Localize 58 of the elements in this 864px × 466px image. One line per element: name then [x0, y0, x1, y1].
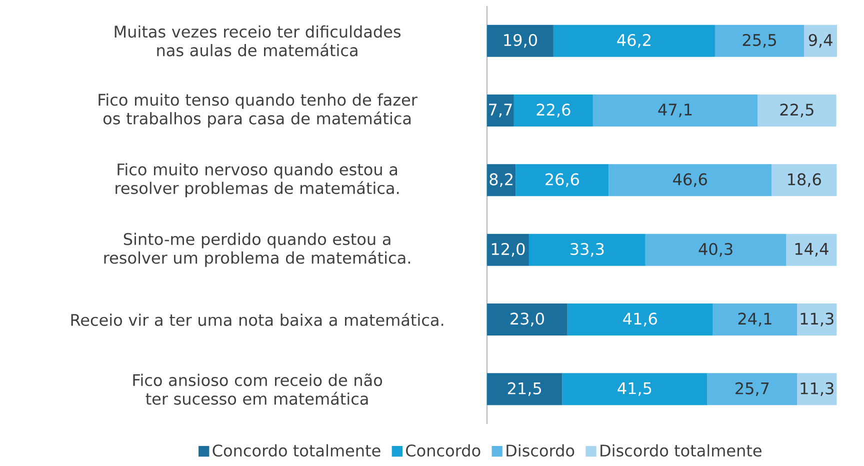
y-tick-label: Receio vir a ter uma nota baixa a matemática.: [71, 312, 444, 326]
y-tick-label: Fico muito nervoso quando estou a resolver problemas de matemática.: [116, 163, 399, 198]
legend-label: Discordo totalmente: [600, 444, 762, 457]
data-label: 21,5: [508, 382, 541, 396]
data-label: 7,7: [489, 104, 512, 118]
legend-label: Concordo totalmente: [212, 444, 380, 457]
data-label: 11,3: [800, 312, 834, 326]
data-label: 41,6: [623, 312, 657, 326]
bar: [797, 303, 837, 336]
data-label: 46,2: [617, 34, 650, 48]
bar: [707, 373, 798, 406]
data-label: 25,7: [736, 382, 769, 396]
data-label: 12,0: [492, 242, 525, 257]
y-tick-label: Fico ansioso com receio de não ter sucesso em matemática: [133, 374, 382, 405]
bar: [797, 373, 837, 406]
bar: [786, 234, 837, 266]
bar: [592, 94, 758, 126]
data-label: 22,6: [536, 104, 570, 118]
legend-label: Discordo: [506, 444, 574, 457]
y-tick-label: Fico muito tenso quando tenho de fazer os trabalhos para casa de matemática: [98, 93, 418, 128]
bar: [487, 94, 514, 126]
data-label: 47,1: [658, 104, 692, 118]
bar: [514, 94, 593, 126]
legend-label: Concordo: [406, 444, 480, 457]
data-label: 24,1: [738, 312, 772, 326]
data-label: 23,0: [510, 312, 544, 326]
data-label: 11,3: [800, 382, 834, 396]
data-label: 25,5: [742, 34, 776, 48]
data-label: 26,6: [546, 173, 579, 188]
data-label: 18,6: [788, 173, 821, 188]
bar: [487, 24, 554, 57]
bar: [487, 303, 568, 336]
y-tick-label: Muitas vezes receio ter dificuldades nas aulas de matemática: [114, 25, 401, 56]
data-label: 46,6: [673, 173, 707, 188]
bar: [487, 164, 516, 196]
bar: [758, 94, 836, 126]
bar: [487, 234, 529, 266]
data-label: 19,0: [504, 34, 537, 48]
bar: [772, 164, 837, 196]
data-label: 9,4: [808, 34, 832, 48]
data-label: 33,3: [570, 242, 604, 257]
data-label: 41,5: [618, 382, 652, 396]
bar: [528, 234, 646, 266]
bar: [516, 164, 609, 196]
data-label: 8,2: [490, 173, 512, 188]
bar: [714, 24, 804, 57]
bar: [567, 303, 713, 336]
bar: [608, 164, 772, 196]
data-label: 14,4: [795, 243, 828, 257]
data-label: 22,5: [780, 104, 814, 118]
bar: [645, 234, 786, 266]
bar: [712, 303, 798, 336]
bar: [487, 373, 562, 406]
data-label: 40,3: [698, 242, 732, 257]
y-tick-label: Sinto-me perdido quando estou a resolver um problema de matemática.: [104, 232, 410, 267]
bar: [553, 24, 715, 57]
bar: [562, 373, 708, 406]
bar: [804, 24, 837, 57]
